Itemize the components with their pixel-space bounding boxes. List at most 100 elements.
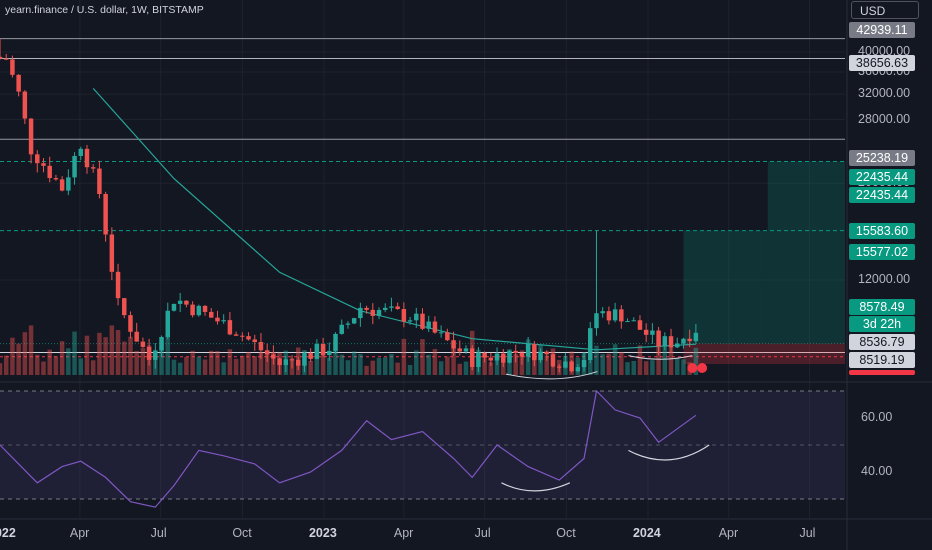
candle-body: [84, 148, 90, 168]
candle-body: [668, 336, 674, 348]
candle-body: [594, 313, 599, 329]
volume-bar: [376, 357, 382, 375]
candle-body: [246, 336, 251, 340]
candle-body: [538, 351, 543, 361]
candle-body: [233, 334, 239, 336]
volume-bar: [221, 362, 226, 375]
volume-bar: [252, 356, 257, 375]
candle-body: [351, 318, 357, 324]
candle-body: [221, 320, 226, 322]
candle-body: [327, 350, 332, 356]
price-tick-label: 12000.00: [858, 272, 911, 286]
volume-bar: [202, 359, 208, 375]
candle-body: [501, 353, 506, 363]
rsi-arc-annotation: [501, 482, 571, 492]
volume-bar: [675, 357, 680, 375]
candle-body: [563, 361, 568, 368]
candle-body: [407, 320, 413, 322]
position-profit-zone: [683, 230, 768, 344]
arc-annotation: [628, 355, 693, 360]
volume-bar: [109, 325, 115, 375]
candle-body: [382, 307, 388, 310]
volume-bar: [177, 362, 183, 375]
volume-bar: [420, 339, 425, 375]
time-tick-label: Apr: [69, 526, 90, 540]
candle-body: [544, 351, 550, 355]
candle-body: [10, 59, 15, 75]
candle-body: [414, 313, 419, 321]
alert-marker: [697, 363, 708, 373]
volume-bar: [134, 350, 139, 375]
candle-body: [451, 340, 456, 349]
volume-bar: [246, 352, 251, 375]
price-label: 8578.49: [849, 299, 915, 315]
candle-body: [687, 338, 692, 342]
volume-bar: [463, 361, 469, 375]
price-label: 8536.79: [849, 334, 915, 350]
volume-bar: [215, 351, 220, 375]
candle-body: [184, 300, 189, 305]
candle-body: [320, 343, 326, 356]
candle-body: [513, 350, 518, 354]
stop-price-label: [849, 370, 915, 375]
volume-bar: [457, 363, 463, 375]
volume-bar: [28, 325, 34, 375]
candle-body: [41, 163, 46, 166]
volume-bar: [395, 362, 400, 375]
candle-body: [308, 353, 313, 359]
time-tick-label: Jul: [150, 526, 167, 540]
price-label: 22435.44: [849, 187, 915, 203]
candle-body: [438, 332, 444, 334]
volume-bar: [401, 338, 407, 375]
candle-body: [650, 330, 655, 335]
candle-body: [35, 154, 40, 164]
volume-bar: [196, 356, 202, 375]
volume-bar: [643, 361, 649, 375]
volume-bar: [320, 344, 326, 375]
candle-body: [190, 304, 195, 316]
candle-body: [358, 307, 363, 319]
volume-bar: [227, 349, 233, 375]
candle-body: [196, 305, 202, 316]
volume-bar: [97, 332, 102, 375]
candle-body: [612, 309, 618, 321]
candle-body: [240, 335, 245, 337]
candle-body: [333, 333, 338, 351]
volume-bar: [681, 359, 686, 375]
volume-bar: [451, 345, 456, 375]
candle-body: [215, 317, 220, 322]
time-tick-label: Apr: [393, 526, 414, 540]
candle-body: [209, 311, 214, 318]
candle-body: [463, 348, 469, 352]
volume-bar: [258, 352, 264, 375]
candle-body: [457, 348, 463, 352]
candle-body: [128, 315, 133, 332]
rsi-tick-label: 60.00: [861, 410, 893, 424]
candle-body: [519, 353, 525, 357]
candle-body: [364, 307, 369, 310]
candle-body: [277, 358, 282, 366]
volume-bar: [47, 349, 52, 375]
candle-body: [177, 300, 183, 304]
rsi-band-fill: [0, 391, 845, 499]
candle-body: [507, 350, 512, 363]
candle-body: [258, 342, 264, 351]
candle-body: [97, 168, 102, 195]
volume-bar: [358, 353, 363, 375]
volume-bar: [314, 343, 320, 375]
price-tick-label: 32000.00: [858, 86, 911, 101]
candle-body: [59, 179, 65, 191]
price-tick-label: 28000.00: [858, 111, 911, 126]
time-tick-label: 2024: [632, 526, 661, 540]
candle-body: [401, 309, 407, 322]
candle-body: [140, 341, 146, 347]
candle-body: [389, 306, 394, 308]
currency-selector[interactable]: USD: [851, 1, 919, 19]
volume-bar: [345, 360, 351, 375]
volume-bar: [612, 344, 618, 375]
candle-body: [122, 298, 127, 316]
volume-bar: [370, 360, 376, 375]
candle-body: [643, 329, 649, 335]
time-tick-label: 2023: [308, 526, 337, 540]
